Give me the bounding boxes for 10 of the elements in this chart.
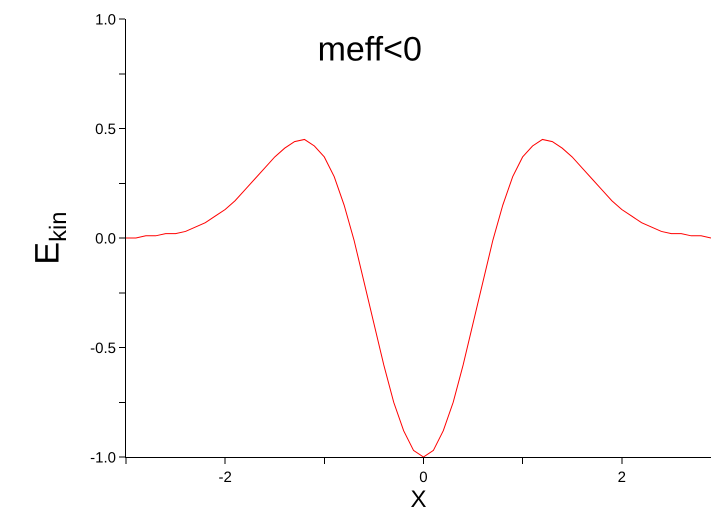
x-tick-label: -2 — [218, 469, 232, 486]
y-tick-label: -0.5 — [90, 340, 116, 357]
y-tick-label: 1.0 — [95, 11, 116, 28]
y-tick-label: 0.0 — [95, 230, 116, 248]
chart-title: meff<0 — [318, 30, 422, 68]
x-axis-title: X — [410, 486, 427, 513]
x-tick-label: 0 — [419, 469, 428, 486]
y-tick-label: -1.0 — [90, 449, 116, 466]
x-tick-label: 2 — [618, 469, 626, 486]
y-tick-label: 0.5 — [95, 120, 116, 138]
